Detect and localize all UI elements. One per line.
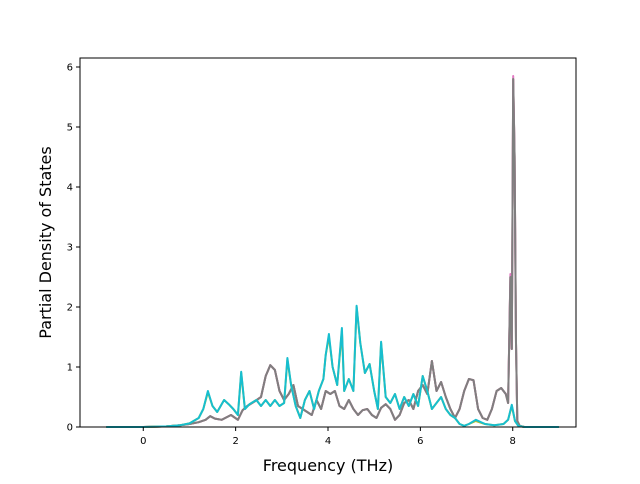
x-tick-label: 6	[417, 436, 423, 447]
x-axis-ticks: 0 2 4 6 8	[140, 427, 516, 447]
y-axis-label: Partial Density of States	[36, 146, 55, 338]
y-tick-label: 2	[67, 303, 73, 314]
y-tick-label: 1	[67, 363, 73, 374]
y-tick-label: 3	[67, 243, 73, 254]
series-layer	[106, 75, 559, 428]
y-tick-label: 4	[67, 183, 73, 194]
y-tick-label: 0	[67, 423, 73, 434]
series-line-5	[106, 304, 559, 428]
x-tick-label: 8	[510, 436, 516, 447]
y-tick-label: 6	[67, 63, 73, 74]
y-tick-label: 5	[67, 123, 73, 134]
x-tick-label: 2	[232, 436, 238, 447]
y-axis-ticks: 0 1 2 3 4 5 6	[67, 63, 80, 434]
x-axis-label: Frequency (THz)	[263, 456, 393, 475]
x-tick-label: 0	[140, 436, 146, 447]
x-tick-label: 4	[325, 436, 331, 447]
